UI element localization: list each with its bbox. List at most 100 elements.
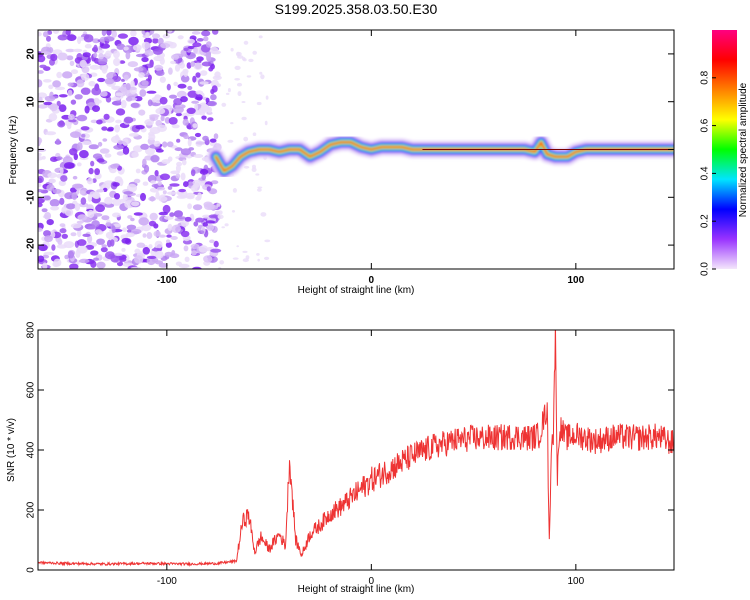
noise-speckle [76, 220, 84, 224]
noise-speckle [82, 52, 91, 58]
noise-speckle [154, 64, 164, 71]
noise-speckle [187, 85, 193, 91]
noise-speckle [103, 113, 110, 120]
noise-speckle [104, 203, 115, 208]
colorbar-tick-label: 0.0 [700, 262, 711, 276]
noise-speckle [155, 149, 164, 153]
noise-speckle [167, 30, 173, 33]
noise-speckle [38, 175, 44, 183]
noise-speckle [168, 117, 178, 125]
noise-speckle [260, 74, 265, 80]
noise-speckle [89, 64, 101, 70]
noise-speckle [171, 124, 180, 129]
noise-speckle [175, 164, 181, 173]
noise-speckle [112, 182, 120, 187]
noise-speckle [91, 220, 100, 228]
noise-speckle [212, 30, 219, 35]
noise-speckle [96, 119, 103, 125]
noise-speckle [130, 228, 142, 235]
noise-speckle [150, 155, 160, 163]
noise-speckle [126, 183, 138, 193]
noise-speckle [41, 208, 48, 213]
noise-speckle [105, 222, 112, 227]
colorbar: 0.0 0.2 0.4 0.6 0.8 Normalized spectral ampl… [700, 30, 749, 276]
noise-speckle [119, 198, 126, 203]
noise-speckle [176, 161, 183, 167]
noise-speckle [166, 234, 172, 238]
noise-speckle [201, 174, 206, 181]
noise-speckle [90, 160, 95, 167]
noise-speckle [42, 262, 48, 269]
snr-panel: -100 0 100 0 200 400 600 800 Height of straight… [6, 321, 675, 595]
noise-speckle [117, 139, 124, 145]
noise-speckle [146, 255, 157, 259]
noise-speckle [203, 36, 209, 42]
noise-speckle [44, 251, 55, 256]
noise-speckle [112, 75, 122, 82]
noise-speckle [60, 175, 68, 182]
noise-speckle [104, 78, 115, 85]
noise-speckle [164, 117, 171, 124]
noise-speckle [148, 244, 153, 249]
noise-speckle [167, 185, 173, 190]
noise-speckle [72, 175, 78, 180]
noise-speckle [142, 233, 147, 238]
noise-speckle [61, 71, 73, 79]
noise-speckle [142, 181, 149, 186]
noise-speckle [199, 168, 209, 175]
noise-speckle [56, 71, 63, 79]
noise-speckle [175, 173, 181, 179]
noise-speckle [38, 152, 42, 157]
noise-speckle [122, 193, 128, 201]
noise-speckle [87, 194, 93, 202]
noise-speckle [144, 147, 156, 156]
noise-speckle [182, 159, 187, 166]
noise-speckle [147, 99, 153, 107]
noise-speckle [157, 124, 167, 132]
noise-speckle [67, 123, 72, 130]
noise-speckle [139, 89, 147, 97]
noise-speckle [216, 83, 222, 88]
noise-speckle [51, 244, 56, 251]
noise-speckle [38, 137, 42, 146]
noise-speckle [265, 95, 269, 100]
x-tick-label: 100 [567, 275, 584, 286]
noise-speckle [252, 132, 257, 136]
colorbar-bar [712, 30, 737, 269]
y-tick-label: 20 [26, 48, 37, 60]
noise-speckle [152, 38, 159, 44]
noise-speckle [38, 54, 46, 63]
noise-speckle [45, 131, 57, 136]
noise-speckle [213, 133, 219, 140]
noise-speckle [146, 256, 156, 266]
noise-speckle [199, 81, 209, 85]
noise-speckle [237, 55, 244, 59]
noise-speckle [170, 60, 176, 65]
noise-speckle [149, 114, 160, 118]
noise-speckle [190, 243, 200, 250]
noise-speckle [76, 239, 87, 247]
noise-speckle [243, 165, 250, 169]
noise-speckle [208, 214, 219, 219]
noise-speckle [67, 82, 74, 87]
noise-speckle [183, 70, 188, 77]
noise-speckle [92, 38, 101, 44]
noise-speckle [166, 239, 171, 243]
noise-speckle [101, 244, 107, 248]
noise-speckle [87, 209, 95, 219]
noise-speckle [58, 104, 67, 112]
noise-speckle [174, 64, 181, 72]
noise-speckle [187, 38, 196, 44]
noise-speckle [90, 260, 97, 268]
noise-speckle [65, 48, 75, 53]
noise-speckle [77, 36, 82, 45]
noise-speckle [44, 212, 52, 220]
noise-speckle [135, 168, 141, 174]
noise-speckle [158, 196, 168, 202]
noise-speckle [114, 193, 120, 200]
noise-speckle [138, 217, 149, 226]
signal-trace-layer-6 [215, 141, 674, 172]
noise-speckle [59, 223, 66, 228]
noise-speckle [50, 205, 60, 211]
noise-speckle [159, 57, 165, 65]
